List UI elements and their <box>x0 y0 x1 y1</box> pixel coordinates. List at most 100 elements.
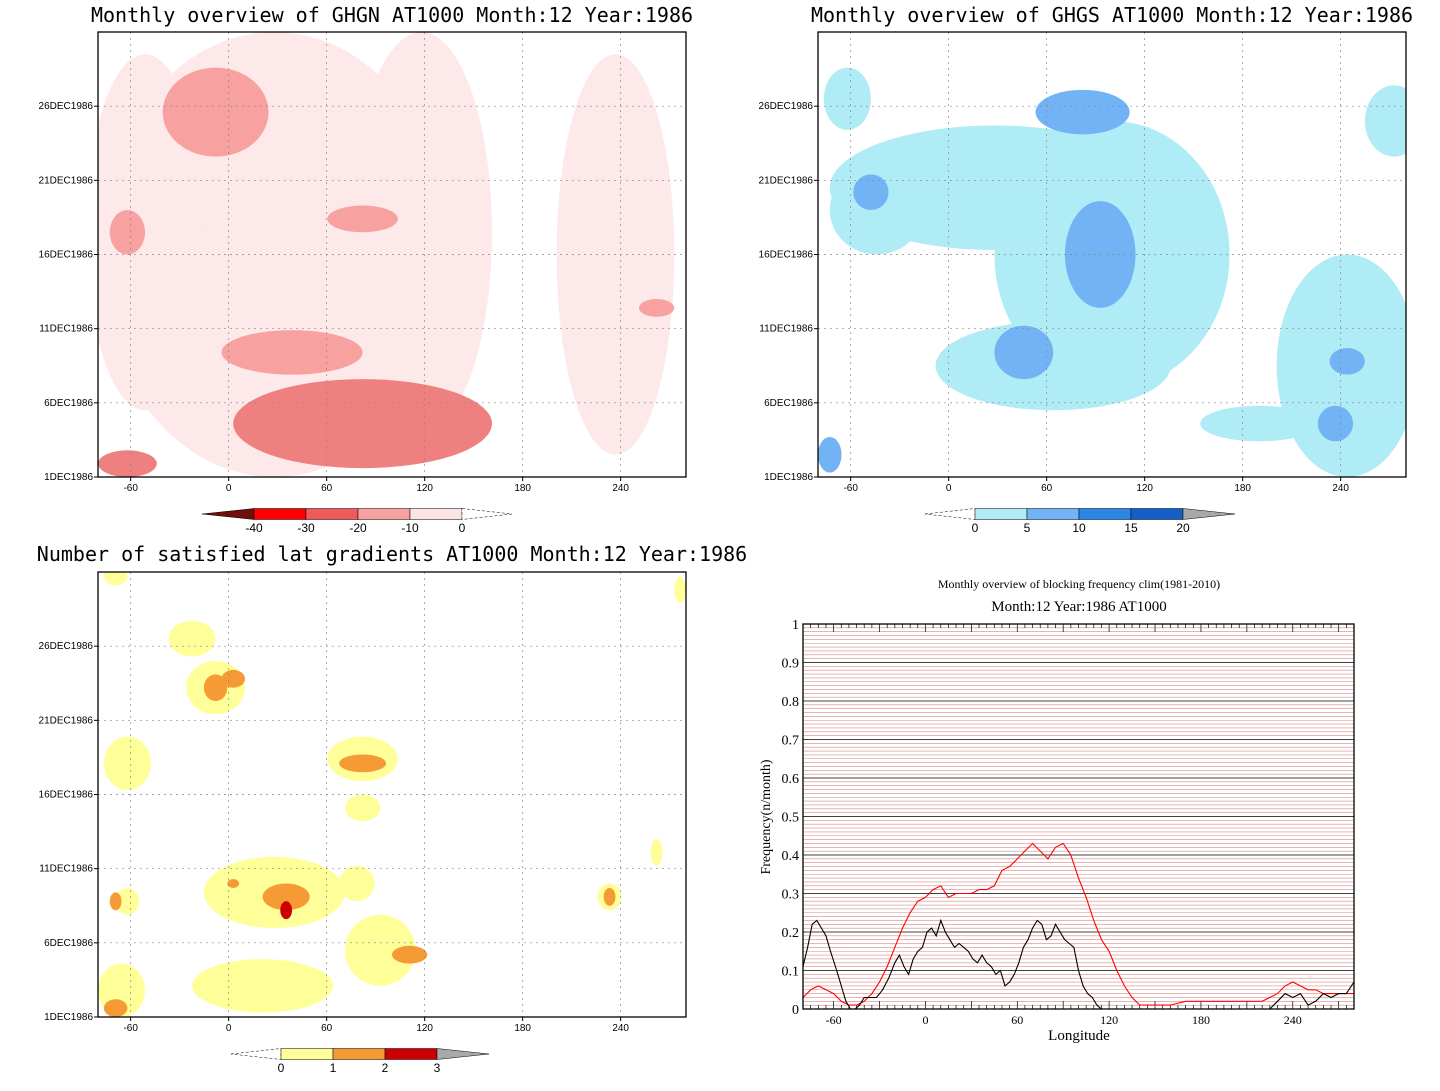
colorbar-swatch <box>1026 508 1080 520</box>
x-tick-label: -60 <box>123 483 138 494</box>
ghgn-title: Monthly overview of GHGN AT1000 Month:12… <box>91 3 693 27</box>
blockfreq-panel: Monthly overview of blocking frequency c… <box>759 577 1355 1044</box>
contour-region <box>638 299 675 317</box>
satgrad-panel: Number of satisfied lat gradients AT1000… <box>37 542 747 1075</box>
x-tick-label: 0 <box>922 1013 928 1027</box>
blockfreq-subtitle: Month:12 Year:1986 AT1000 <box>991 599 1166 615</box>
colorbar-swatch <box>305 508 359 520</box>
satgrad-grid <box>98 572 686 1017</box>
colorbar-label: 0 <box>972 521 979 535</box>
series-line-1 <box>802 918 1355 1010</box>
x-tick-label: 240 <box>1284 1013 1302 1027</box>
y-tick-label: 0.6 <box>782 772 800 787</box>
colorbar-swatch <box>409 508 463 520</box>
contour-region <box>168 620 216 657</box>
y-tick-label: 21DEC1986 <box>759 175 814 186</box>
y-tick-label: 11DEC1986 <box>39 324 93 335</box>
contour-region <box>221 669 246 688</box>
colorbar-label: -30 <box>297 521 315 535</box>
y-tick-label: 16DEC1986 <box>759 250 814 261</box>
x-tick-label: 120 <box>1100 1013 1118 1027</box>
ghgn-y-ticks: 1DEC1986 6DEC1986 11DEC1986 16DEC1986 21DEC1… <box>39 101 98 483</box>
y-tick-label: 16DEC1986 <box>39 250 94 261</box>
colorbar-swatch <box>1130 508 1184 520</box>
colorbar-label: 3 <box>434 1061 441 1075</box>
colorbar-label: 5 <box>1024 521 1031 535</box>
x-tick-label: 180 <box>514 483 531 494</box>
x-tick-label: 240 <box>612 1023 629 1034</box>
contour-region <box>109 892 122 911</box>
ghgn-grid <box>98 32 686 477</box>
x-tick-label: 120 <box>1136 483 1153 494</box>
contour-region <box>1329 347 1365 375</box>
contour-region <box>109 210 146 255</box>
x-tick-label: -60 <box>843 483 858 494</box>
x-tick-label: 120 <box>416 483 433 494</box>
colorbar-label: 1 <box>330 1061 337 1075</box>
x-tick-label: 60 <box>321 1023 333 1034</box>
y-tick-label: 1DEC1986 <box>764 472 813 483</box>
ghgs-y-ticks: 1DEC1986 6DEC1986 11DEC1986 16DEC1986 21DEC1… <box>759 101 818 483</box>
contour-region <box>344 794 381 822</box>
satgrad-title: Number of satisfied lat gradients AT1000… <box>37 542 747 566</box>
colorbar-label: 15 <box>1124 521 1138 535</box>
blockfreq-x-ticks: -60 0 60 120 180 240 <box>826 1013 1302 1027</box>
colorbar-swatch <box>332 1048 386 1060</box>
colorbar-swatch <box>1078 508 1132 520</box>
contour-region <box>233 379 492 469</box>
colorbar-label: -40 <box>245 521 263 535</box>
x-tick-label: 60 <box>321 483 333 494</box>
colorbar-swatch <box>357 508 411 520</box>
ghgs-x-ticks: -60 0 60 120 180 240 <box>843 477 1349 494</box>
y-tick-label: 26DEC1986 <box>39 101 94 112</box>
contour-region <box>162 67 269 157</box>
contour-region <box>98 54 204 411</box>
y-tick-label: 0 <box>792 1003 799 1018</box>
contour-region <box>344 914 416 986</box>
satgrad-x-ticks: -60 0 60 120 180 240 <box>123 1017 629 1034</box>
colorbar-label: 10 <box>1072 521 1086 535</box>
contour-region <box>853 174 889 210</box>
y-tick-label: 11DEC1986 <box>759 324 813 335</box>
contour-region <box>103 736 151 791</box>
ghgs-grid <box>818 32 1406 477</box>
y-tick-label: 0.2 <box>782 926 800 941</box>
colorbar-arrow-high <box>436 1048 490 1060</box>
y-tick-label: 1DEC1986 <box>44 1012 93 1023</box>
contour-region <box>829 165 924 255</box>
y-tick-label: 21DEC1986 <box>39 715 94 726</box>
blockfreq-ylabel: Frequency(n/month) <box>759 759 774 874</box>
colorbar-label: -10 <box>401 521 419 535</box>
y-tick-label: 0.7 <box>782 734 800 749</box>
colorbar-label: -20 <box>349 521 367 535</box>
contour-region <box>221 330 363 375</box>
contour-region <box>1035 89 1130 135</box>
contour-region <box>98 450 157 477</box>
y-tick-label: 0.4 <box>782 849 800 864</box>
contour-region <box>818 436 842 473</box>
y-tick-label: 1 <box>792 618 799 633</box>
x-tick-label: 180 <box>514 1023 531 1034</box>
x-tick-label: 0 <box>226 483 232 494</box>
x-tick-label: 0 <box>946 483 952 494</box>
y-tick-label: 26DEC1986 <box>759 101 814 112</box>
blockfreq-frame <box>802 623 1355 1010</box>
contour-region <box>280 901 293 920</box>
y-tick-label: 0.5 <box>782 811 800 826</box>
contour-region <box>1317 405 1354 442</box>
colorbar-label: 0 <box>459 521 466 535</box>
contour-region <box>935 321 1171 411</box>
x-tick-label: -60 <box>123 1023 138 1034</box>
y-tick-label: 6DEC1986 <box>44 938 93 949</box>
contour-region <box>203 674 228 702</box>
contour-region <box>994 325 1054 380</box>
ghgn-colorbar: -40 -30 -20 -10 0 <box>201 508 513 535</box>
colorbar-swatch <box>974 508 1028 520</box>
y-tick-label: 1DEC1986 <box>44 472 93 483</box>
contour-region <box>1200 405 1318 442</box>
colorbar-swatch <box>280 1048 334 1060</box>
contour-region <box>227 879 240 888</box>
contour-region <box>103 572 128 586</box>
x-tick-label: 120 <box>416 1023 433 1034</box>
